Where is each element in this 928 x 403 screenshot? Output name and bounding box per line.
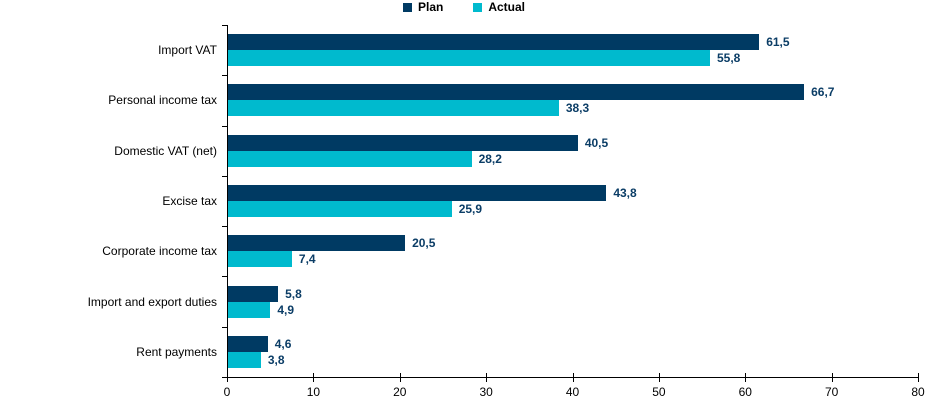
y-axis-line (227, 25, 228, 378)
x-axis-tick-label: 60 (738, 385, 752, 399)
category-label: Domestic VAT (net) (114, 143, 217, 158)
plan-bar (228, 185, 607, 201)
y-axis-tick (222, 25, 227, 26)
legend: Plan Actual (0, 1, 928, 13)
plan-swatch-icon (402, 2, 412, 12)
actual-value-label: 3,8 (267, 352, 285, 367)
legend-label-actual: Actual (488, 0, 526, 14)
actual-value-label: 25,9 (458, 202, 483, 216)
actual-swatch-icon (473, 2, 483, 12)
actual-bar (228, 201, 452, 217)
plan-bar (228, 34, 760, 51)
y-axis-tick (222, 377, 227, 378)
x-axis-tick-label: 10 (306, 385, 321, 399)
category-label: Import and export duties (87, 294, 217, 309)
actual-value-label: 38,3 (565, 101, 590, 116)
actual-value-label: 7,4 (298, 252, 316, 267)
legend-label-plan: Plan (417, 0, 444, 14)
legend-item-plan: Plan (402, 0, 444, 14)
y-axis-tick (222, 326, 227, 328)
category-label: Rent payments (136, 344, 217, 359)
actual-value-label: 4,9 (277, 302, 294, 317)
y-axis-tick (222, 75, 227, 77)
x-axis-tick-label: 50 (652, 385, 666, 399)
plan-value-label: 66,7 (811, 85, 835, 100)
x-axis-tick (227, 373, 228, 382)
x-axis-tick (486, 373, 488, 382)
x-axis-tick (745, 373, 747, 382)
y-axis-tick (222, 175, 227, 177)
plan-bar (228, 335, 268, 352)
category-label: Personal income tax (108, 93, 217, 108)
plan-bar (228, 235, 406, 252)
plan-value-label: 40,5 (584, 135, 609, 150)
plan-value-label: 20,5 (412, 236, 436, 251)
x-axis-tick-label: 0 (223, 385, 231, 399)
actual-bar (228, 351, 261, 368)
plan-bar (228, 285, 279, 302)
x-axis-tick (399, 373, 401, 382)
actual-bar (228, 50, 710, 67)
category-label: Corporate income tax (102, 244, 217, 259)
y-axis-tick (222, 276, 227, 278)
x-axis-tick (918, 373, 919, 382)
x-axis-tick (831, 373, 833, 382)
plan-value-label: 43,8 (613, 186, 637, 200)
plan-value-label: 5,8 (285, 286, 302, 301)
x-axis-tick-label: 80 (911, 385, 925, 399)
actual-bar (228, 100, 559, 117)
plan-value-label: 4,6 (274, 336, 292, 351)
x-axis-tick-label: 40 (565, 385, 580, 399)
x-axis-tick (572, 373, 574, 382)
y-axis-tick (222, 226, 227, 228)
x-axis-tick (658, 373, 660, 382)
x-axis-tick-label: 70 (824, 385, 839, 399)
actual-bar (228, 150, 472, 167)
x-axis-tick (313, 373, 315, 382)
plan-value-label: 61,5 (766, 35, 790, 50)
y-axis-tick (222, 125, 227, 127)
category-label: Excise tax (162, 193, 217, 208)
plan-bar (228, 134, 578, 151)
legend-item-actual: Actual (473, 1, 525, 13)
plan-bar (228, 84, 805, 101)
actual-value-label: 28,2 (478, 151, 502, 166)
category-label: Import VAT (158, 43, 217, 58)
x-axis-tick-label: 30 (479, 385, 493, 399)
actual-bar (228, 301, 271, 318)
actual-value-label: 55,8 (716, 51, 741, 66)
x-axis-tick-label: 20 (393, 385, 407, 399)
actual-bar (228, 251, 292, 268)
